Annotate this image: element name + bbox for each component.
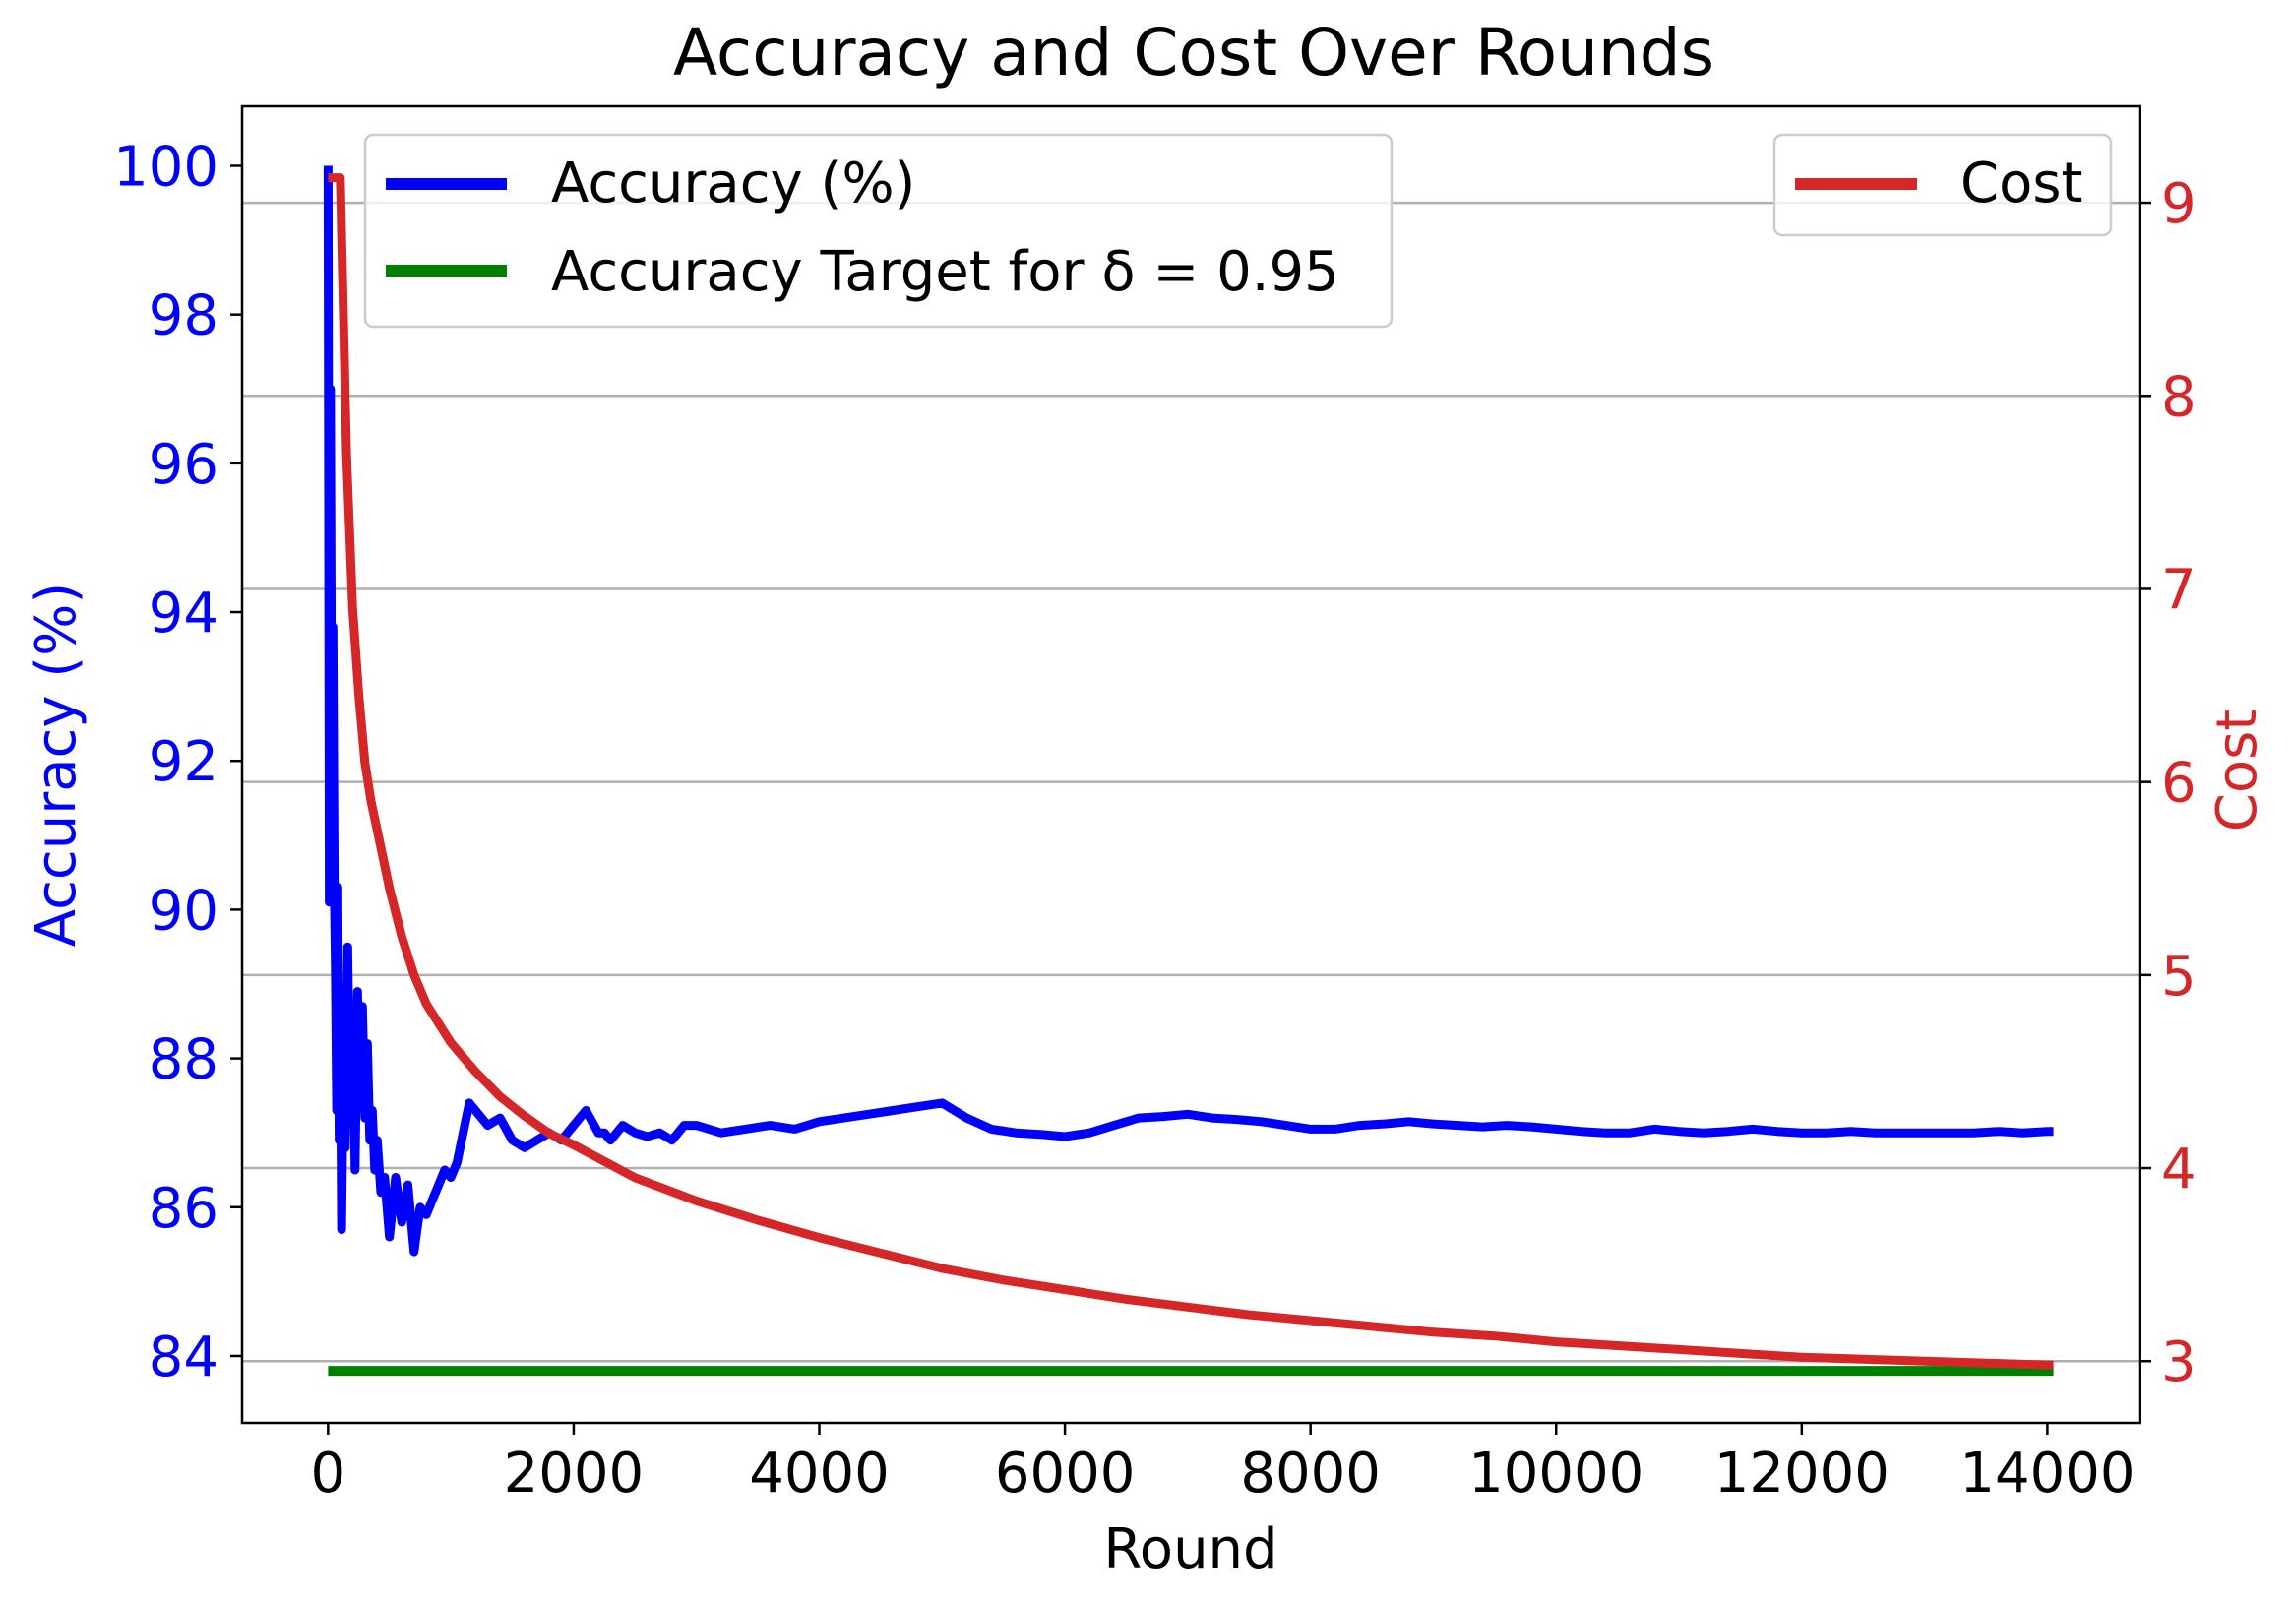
plot-series [323, 165, 2054, 1377]
legend-accuracy: Accuracy (%) Accuracy Target for δ = 0.9… [363, 133, 1394, 329]
legend-box [1772, 133, 2113, 237]
x-tick-label: 6000 [995, 1442, 1136, 1506]
x-tick-label: 8000 [1240, 1442, 1381, 1506]
right-tick-label: 9 [2161, 172, 2197, 236]
left-axis-ticks: 84 86 88 90 92 94 96 98 100 [113, 135, 242, 1389]
x-axis-ticks: 0 2000 4000 6000 8000 10000 12000 14000 [311, 1423, 2135, 1506]
legend-box [363, 133, 1394, 329]
left-tick-label: 96 [149, 433, 218, 497]
plot-frame [240, 104, 2141, 1425]
chart-title: Accuracy and Cost Over Rounds [673, 15, 1714, 91]
right-tick-label: 6 [2161, 752, 2197, 816]
right-axis-label: Cost [2205, 709, 2269, 832]
left-tick-label: 94 [149, 582, 218, 646]
series-line-cost [328, 173, 2054, 1370]
left-tick-label: 84 [149, 1326, 218, 1389]
x-tick-label: 0 [311, 1442, 346, 1506]
series-line-accuracy [323, 165, 2054, 1257]
left-tick-label: 86 [149, 1177, 218, 1241]
x-tick-label: 4000 [749, 1442, 890, 1506]
legend-label-target: Accuracy Target for δ = 0.95 [551, 240, 1339, 304]
x-tick-label: 14000 [1959, 1442, 2135, 1506]
x-tick-label: 12000 [1714, 1442, 1890, 1506]
left-tick-label: 90 [149, 879, 218, 943]
left-tick-label: 98 [149, 284, 218, 348]
right-tick-label: 7 [2161, 558, 2197, 622]
legend-label-accuracy: Accuracy (%) [551, 152, 915, 216]
left-axis-label: Accuracy (%) [25, 583, 89, 947]
right-tick-label: 5 [2161, 945, 2197, 1009]
right-tick-label: 3 [2161, 1330, 2197, 1394]
legend-label-cost: Cost [1960, 152, 2083, 216]
left-tick-label: 92 [149, 730, 218, 794]
x-tick-label: 2000 [504, 1442, 645, 1506]
left-tick-label: 100 [113, 135, 218, 199]
left-tick-label: 88 [149, 1028, 218, 1092]
right-tick-label: 8 [2161, 365, 2197, 429]
x-axis-label: Round [1103, 1517, 1277, 1581]
right-tick-label: 4 [2161, 1138, 2197, 1202]
right-axis-ticks: 3 4 5 6 7 8 9 [2140, 172, 2197, 1394]
legend-cost: Cost [1772, 133, 2113, 237]
x-tick-label: 10000 [1468, 1442, 1644, 1506]
